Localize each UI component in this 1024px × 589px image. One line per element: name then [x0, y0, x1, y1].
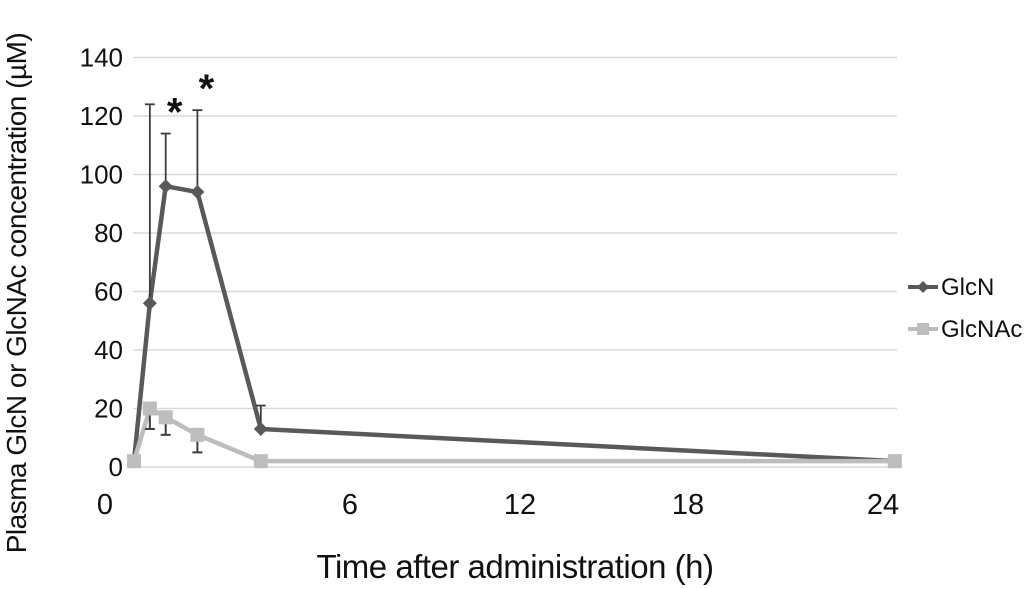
y-tick-label: 100 [80, 160, 123, 190]
data-point-marker-glcn [158, 179, 173, 194]
x-tick-label: 6 [342, 489, 358, 521]
data-point-marker-glcnac [253, 454, 268, 469]
data-point-marker-glcnac [127, 454, 141, 469]
x-tick-label: 12 [504, 489, 536, 521]
series-line-glcnac [131, 406, 895, 464]
y-tick-label: 60 [94, 277, 123, 307]
y-tick-label: 20 [94, 394, 123, 424]
data-point-marker-glcn [190, 185, 205, 200]
significance-asterisk: * [167, 91, 183, 135]
legend-label-glcn: GlcN [941, 274, 994, 301]
y-tick-label: 120 [80, 101, 123, 131]
data-point-marker-glcnac [158, 410, 173, 425]
series-line-glcn [131, 183, 895, 464]
legend-marker-glcnac [917, 323, 929, 335]
y-tick-label: 140 [80, 43, 123, 73]
y-tick-label: 0 [109, 452, 123, 482]
x-tick-label: 18 [672, 489, 704, 521]
legend-marker-glcn [917, 281, 929, 293]
x-tick-label: 24 [867, 489, 899, 521]
significance-asterisk: * [199, 67, 215, 111]
data-point-marker-glcnac [142, 401, 157, 416]
data-point-marker-glcnac [887, 454, 902, 469]
data-point-marker-glcn [253, 421, 268, 436]
y-tick-label: 40 [94, 335, 123, 365]
x-axis-title: Time after administration (h) [317, 548, 714, 585]
legend-label-glcnac: GlcNAc [941, 316, 1022, 343]
y-axis-title: Plasma GlcN or GlcNAc concentration (µM) [1, 33, 32, 554]
y-tick-label: 80 [94, 218, 123, 248]
data-point-marker-glcn [142, 296, 157, 311]
data-point-marker-glcnac [190, 427, 205, 442]
x-tick-label: 0 [97, 489, 113, 521]
